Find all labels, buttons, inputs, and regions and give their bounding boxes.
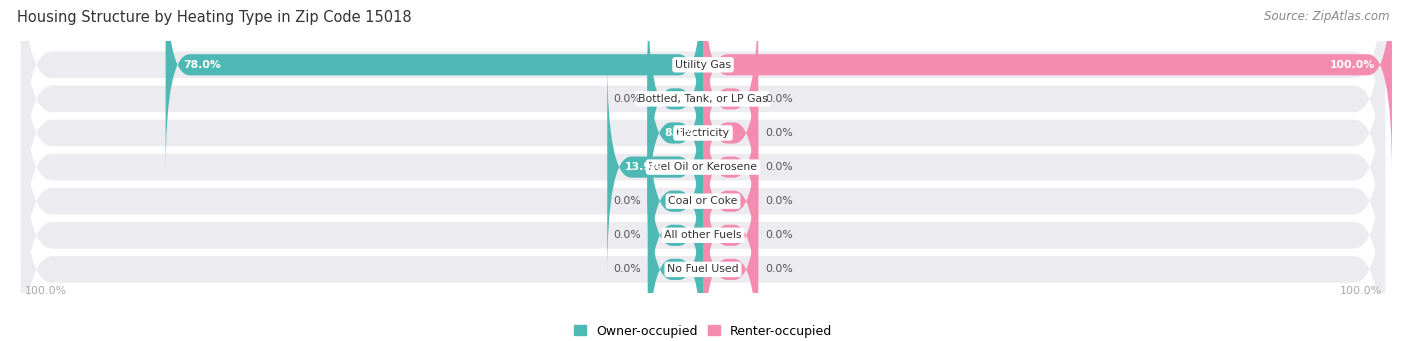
Text: Bottled, Tank, or LP Gas: Bottled, Tank, or LP Gas	[638, 94, 768, 104]
Text: 0.0%: 0.0%	[765, 196, 793, 206]
Text: Electricity: Electricity	[676, 128, 730, 138]
Text: Fuel Oil or Kerosene: Fuel Oil or Kerosene	[648, 162, 758, 172]
Text: 8.1%: 8.1%	[665, 128, 695, 138]
Text: 0.0%: 0.0%	[765, 128, 793, 138]
Text: 0.0%: 0.0%	[613, 230, 641, 240]
Text: 13.9%: 13.9%	[624, 162, 662, 172]
FancyBboxPatch shape	[703, 0, 1392, 174]
FancyBboxPatch shape	[21, 0, 1385, 239]
Text: Source: ZipAtlas.com: Source: ZipAtlas.com	[1264, 10, 1389, 23]
Text: 0.0%: 0.0%	[613, 94, 641, 104]
Text: No Fuel Used: No Fuel Used	[668, 264, 738, 275]
Text: 0.0%: 0.0%	[613, 264, 641, 275]
Text: 0.0%: 0.0%	[765, 230, 793, 240]
Text: 0.0%: 0.0%	[765, 94, 793, 104]
FancyBboxPatch shape	[21, 0, 1385, 273]
FancyBboxPatch shape	[21, 95, 1385, 341]
FancyBboxPatch shape	[607, 58, 703, 276]
Text: 100.0%: 100.0%	[1330, 60, 1375, 70]
Text: 100.0%: 100.0%	[1340, 285, 1382, 296]
FancyBboxPatch shape	[648, 92, 703, 310]
FancyBboxPatch shape	[21, 61, 1385, 341]
FancyBboxPatch shape	[648, 127, 703, 341]
Text: 0.0%: 0.0%	[765, 264, 793, 275]
FancyBboxPatch shape	[703, 58, 758, 276]
Text: Utility Gas: Utility Gas	[675, 60, 731, 70]
Text: 100.0%: 100.0%	[24, 285, 66, 296]
FancyBboxPatch shape	[703, 24, 758, 242]
FancyBboxPatch shape	[647, 24, 703, 242]
FancyBboxPatch shape	[21, 129, 1385, 341]
FancyBboxPatch shape	[703, 127, 758, 341]
Text: Housing Structure by Heating Type in Zip Code 15018: Housing Structure by Heating Type in Zip…	[17, 10, 412, 25]
FancyBboxPatch shape	[21, 27, 1385, 307]
Legend: Owner-occupied, Renter-occupied: Owner-occupied, Renter-occupied	[568, 320, 838, 341]
FancyBboxPatch shape	[648, 0, 703, 208]
FancyBboxPatch shape	[703, 92, 758, 310]
FancyBboxPatch shape	[21, 0, 1385, 205]
Text: 0.0%: 0.0%	[613, 196, 641, 206]
FancyBboxPatch shape	[703, 0, 758, 208]
FancyBboxPatch shape	[703, 161, 758, 341]
FancyBboxPatch shape	[648, 161, 703, 341]
Text: 78.0%: 78.0%	[183, 60, 221, 70]
Text: 0.0%: 0.0%	[765, 162, 793, 172]
Text: All other Fuels: All other Fuels	[664, 230, 742, 240]
FancyBboxPatch shape	[166, 0, 703, 174]
Text: Coal or Coke: Coal or Coke	[668, 196, 738, 206]
